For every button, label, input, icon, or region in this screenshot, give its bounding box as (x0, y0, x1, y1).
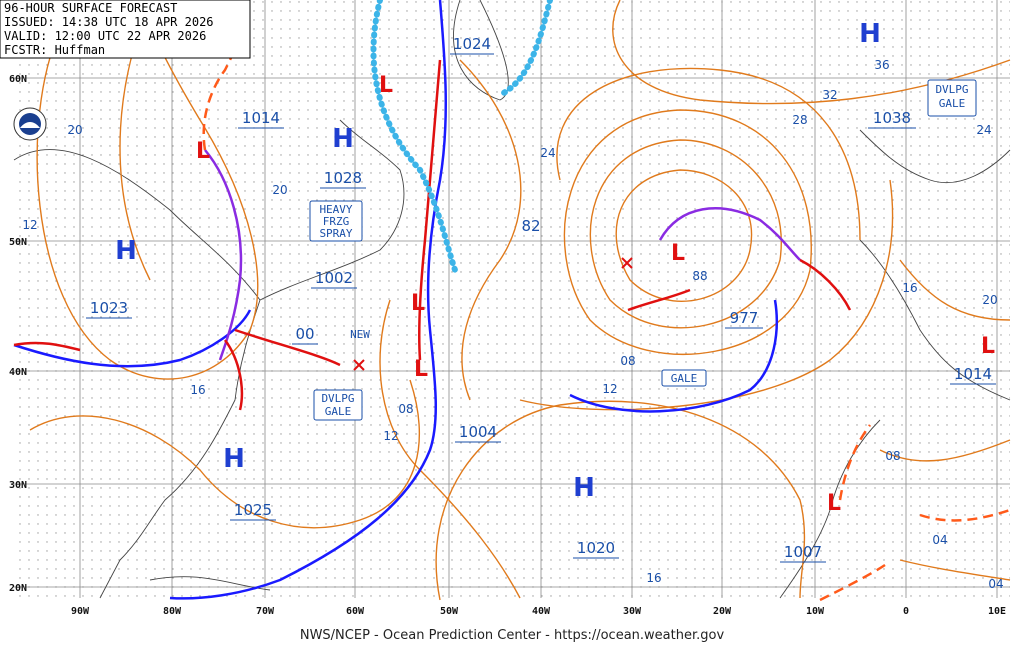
warning-text: DVLPG (321, 392, 354, 405)
isobar-label: 16 (190, 383, 205, 397)
lon-label: 90W (71, 606, 90, 617)
high-center: H (859, 19, 881, 49)
isobar-label: 08 (398, 402, 413, 416)
high-center: H (223, 444, 245, 474)
pressure-label: 1024 (453, 35, 491, 53)
isobar-label: 82 (521, 217, 540, 235)
lon-label: 20W (713, 606, 732, 617)
lon-label: 40W (532, 606, 551, 617)
isobar-label: 20 (272, 183, 287, 197)
low-markers (353, 257, 633, 371)
graticule (14, 0, 1010, 598)
pressure-label: 1028 (324, 169, 362, 187)
low-center: L (981, 334, 995, 359)
warning-text: SPRAY (319, 227, 352, 240)
lat-label: 50N (9, 237, 27, 248)
lon-label: 50W (440, 606, 459, 617)
lon-labels: 90W 80W 70W 60W 50W 40W 30W 20W 10W 0 10… (71, 606, 1006, 617)
pressure-label: 1023 (90, 299, 128, 317)
pressure-label: 1038 (873, 109, 911, 127)
warning-boxes: DVLPG GALE HEAVY FRZG SPRAY DVLPG GALE G… (309, 79, 977, 421)
lat-label: 30N (9, 480, 27, 491)
pressure-label: 1014 (242, 109, 280, 127)
pressure-underlines (86, 53, 996, 563)
lon-label: 0 (903, 606, 909, 617)
isobar-label: 20 (982, 293, 997, 307)
isobar-label: 20 (67, 123, 82, 137)
pressure-label: 1002 (315, 269, 353, 287)
isobar-label: 04 (988, 577, 1003, 591)
isobar-label: 32 (822, 88, 837, 102)
isobar-label: 88 (692, 269, 707, 283)
low-center: L (196, 139, 210, 164)
lon-label: 10E (988, 606, 1006, 617)
low-center: L (414, 357, 428, 382)
isobar-label: 08 (620, 354, 635, 368)
isobar-label: 12 (22, 218, 37, 232)
lon-label: 10W (806, 606, 825, 617)
isobars (29, 0, 1011, 601)
new-label: NEW (350, 328, 370, 341)
footer: NWS/NCEP - Ocean Prediction Center - htt… (300, 628, 725, 643)
noaa-logo (13, 107, 47, 141)
pressure-label: 1004 (459, 423, 497, 441)
lat-label: 40N (9, 367, 27, 378)
lat-labels: 60N 50N 40N 30N 20N (9, 74, 27, 594)
isobar-values: 36 32 28 24 24 20 20 12 82 88 16 20 16 0… (22, 58, 1003, 591)
isobar-label: 24 (976, 123, 991, 137)
isobar-label: 12 (383, 429, 398, 443)
high-center: H (573, 473, 595, 503)
header-box: 96-HOUR SURFACE FORECAST ISSUED: 14:38 U… (0, 0, 251, 59)
high-center: H (115, 236, 137, 266)
pressure-label: 00 (295, 325, 314, 343)
lon-label: 30W (623, 606, 642, 617)
warning-text: GALE (939, 97, 966, 110)
pressure-label: 1007 (784, 543, 822, 561)
header-line: ISSUED: 14:38 UTC 18 APR 2026 (4, 15, 214, 29)
pressures: 1024 1014 1038 1028 1002 1023 00 977 100… (90, 35, 992, 561)
high-center: H (332, 124, 354, 154)
isobar-label: 36 (874, 58, 889, 72)
highs: H H H H H (115, 19, 881, 503)
isobar-label: 04 (932, 533, 947, 547)
header-line: VALID: 12:00 UTC 22 APR 2026 (4, 29, 206, 43)
header-line: 96-HOUR SURFACE FORECAST (4, 1, 177, 15)
lon-label: 70W (256, 606, 275, 617)
pressure-label: 1014 (954, 365, 992, 383)
low-center: L (379, 73, 393, 98)
isobar-label: 08 (885, 449, 900, 463)
low-center: L (671, 241, 685, 266)
warning-text: HEAVY (319, 203, 352, 216)
isobar-label: 16 (902, 281, 917, 295)
warning-text: GALE (325, 405, 352, 418)
lows: L L L L L L L (196, 73, 995, 516)
warning-text: GALE (671, 372, 698, 385)
lon-label: 80W (163, 606, 182, 617)
warning-text: DVLPG (935, 83, 968, 96)
lat-label: 60N (9, 74, 27, 85)
isobar-label: 24 (540, 146, 555, 160)
isobar-label: 16 (646, 571, 661, 585)
warning-text: FRZG (323, 215, 350, 228)
pressure-label: 977 (730, 309, 759, 327)
isobar-label: 12 (602, 382, 617, 396)
low-center: L (411, 291, 425, 316)
low-center: L (827, 491, 841, 516)
pressure-label: 1025 (234, 501, 272, 519)
isobar-label: 28 (792, 113, 807, 127)
lon-label: 60W (346, 606, 365, 617)
fronts (13, 0, 1011, 602)
lat-label: 20N (9, 583, 27, 594)
header-line: FCSTR: Huffman (4, 43, 105, 57)
pressure-label: 1020 (577, 539, 615, 557)
